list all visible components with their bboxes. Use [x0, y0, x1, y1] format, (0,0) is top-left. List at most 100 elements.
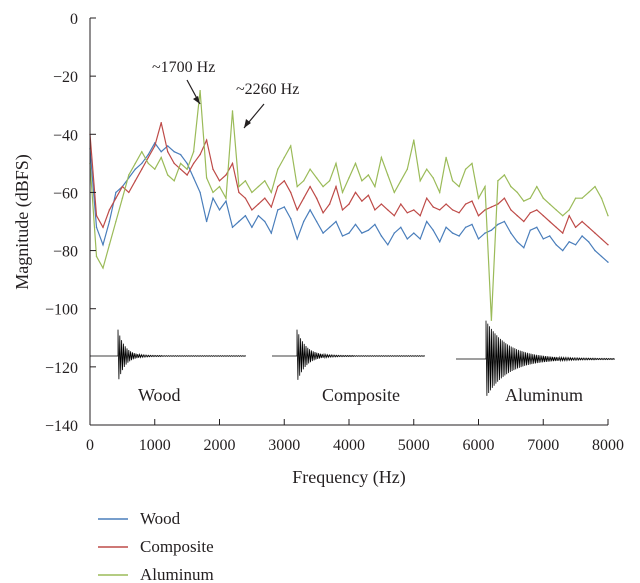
- inset-label-wood: Wood: [138, 385, 181, 405]
- data-point-wood: [257, 215, 260, 217]
- data-point-wood: [536, 226, 538, 228]
- x-tick-label: 5000: [398, 437, 430, 454]
- data-point-wood: [290, 217, 292, 220]
- data-point-composite: [387, 209, 389, 211]
- data-point-wood: [549, 235, 551, 237]
- data-point-composite: [568, 215, 570, 217]
- data-point-composite: [199, 153, 201, 156]
- data-point-wood: [419, 238, 421, 240]
- data-point-aluminum: [186, 168, 188, 170]
- data-point-aluminum: [477, 197, 480, 199]
- data-point-composite: [393, 215, 395, 217]
- data-point-aluminum: [432, 177, 434, 179]
- data-point-composite: [154, 145, 156, 147]
- annotation-1700hz: ~1700 Hz: [152, 59, 215, 76]
- data-point-aluminum: [238, 185, 240, 188]
- annotation-2260hz: ~2260 Hz: [236, 81, 299, 98]
- data-point-wood: [303, 220, 305, 223]
- data-point-composite: [600, 238, 603, 240]
- data-point-aluminum: [244, 180, 247, 182]
- data-point-aluminum: [510, 185, 512, 188]
- data-point-composite: [510, 209, 512, 211]
- data-point-composite: [477, 215, 480, 217]
- data-point-composite: [400, 203, 402, 205]
- data-point-wood: [212, 197, 214, 199]
- series-composite: [89, 122, 609, 246]
- legend: Wood Composite Aluminum: [98, 509, 214, 583]
- data-point-wood: [95, 226, 98, 228]
- data-point-wood: [328, 226, 331, 228]
- data-point-wood: [341, 235, 344, 237]
- data-point-wood: [490, 229, 493, 231]
- data-point-wood: [277, 209, 279, 211]
- data-point-aluminum: [471, 162, 473, 165]
- x-tick-label: 4000: [333, 437, 365, 454]
- data-point-wood: [225, 200, 227, 202]
- data-point-composite: [503, 197, 506, 199]
- y-tick-label: −40: [53, 127, 78, 144]
- series-wood: [89, 141, 609, 263]
- data-point-wood: [503, 220, 506, 223]
- data-point-wood: [393, 232, 395, 234]
- data-point-wood: [218, 209, 221, 211]
- data-point-composite: [251, 209, 253, 211]
- data-point-wood: [322, 232, 324, 234]
- data-point-composite: [523, 220, 525, 223]
- data-point-composite: [484, 209, 486, 211]
- data-point-wood: [361, 232, 363, 234]
- data-point-aluminum: [147, 162, 149, 165]
- data-point-wood: [426, 220, 428, 223]
- y-tick-label: −140: [45, 418, 78, 435]
- data-point-composite: [277, 185, 279, 188]
- y-tick-label: 0: [70, 11, 78, 28]
- x-tick-label: 1000: [139, 437, 171, 454]
- x-axis-title: Frequency (Hz): [292, 467, 405, 488]
- data-point-wood: [141, 162, 143, 165]
- data-point-aluminum: [95, 255, 98, 258]
- data-point-aluminum: [341, 191, 344, 194]
- data-point-wood: [555, 244, 557, 246]
- data-point-wood: [251, 226, 253, 228]
- waveform-composite: [272, 329, 426, 380]
- data-point-wood: [315, 220, 318, 223]
- data-point-wood: [562, 249, 564, 252]
- data-point-wood: [568, 241, 570, 243]
- data-point-composite: [419, 215, 421, 217]
- data-point-composite: [315, 197, 318, 199]
- x-tick-label: 7000: [527, 437, 559, 454]
- data-point-wood: [477, 238, 480, 240]
- data-point-composite: [549, 220, 551, 223]
- data-point-aluminum: [387, 174, 389, 176]
- data-point-composite: [283, 180, 285, 182]
- data-point-wood: [244, 215, 247, 217]
- data-point-wood: [192, 177, 195, 179]
- data-point-aluminum: [270, 191, 272, 194]
- data-point-wood: [296, 238, 298, 240]
- data-point-aluminum: [315, 177, 318, 179]
- data-point-wood: [581, 235, 583, 237]
- data-point-aluminum: [607, 215, 609, 217]
- data-point-aluminum: [451, 180, 454, 182]
- x-ticks: 0 1000 2000 3000 4000 5000 6000 7000 8000: [86, 419, 624, 454]
- data-point-aluminum: [102, 267, 104, 269]
- data-point-wood: [529, 229, 531, 231]
- data-point-composite: [555, 226, 557, 228]
- data-point-aluminum: [529, 197, 531, 199]
- data-point-aluminum: [348, 177, 350, 179]
- data-point-composite: [179, 168, 182, 170]
- data-point-composite: [574, 226, 577, 228]
- data-point-wood: [380, 235, 383, 237]
- data-point-aluminum: [574, 197, 577, 199]
- data-point-aluminum: [290, 145, 292, 147]
- data-point-wood: [134, 168, 136, 170]
- data-point-aluminum: [231, 110, 234, 112]
- x-tick-label: 3000: [268, 437, 300, 454]
- data-point-aluminum: [283, 156, 285, 159]
- data-point-aluminum: [426, 168, 428, 170]
- y-tick-label: −120: [45, 360, 78, 377]
- data-point-aluminum: [205, 177, 208, 179]
- inset-label-aluminum: Aluminum: [505, 385, 583, 405]
- data-point-wood: [309, 209, 311, 211]
- data-point-composite: [270, 206, 272, 208]
